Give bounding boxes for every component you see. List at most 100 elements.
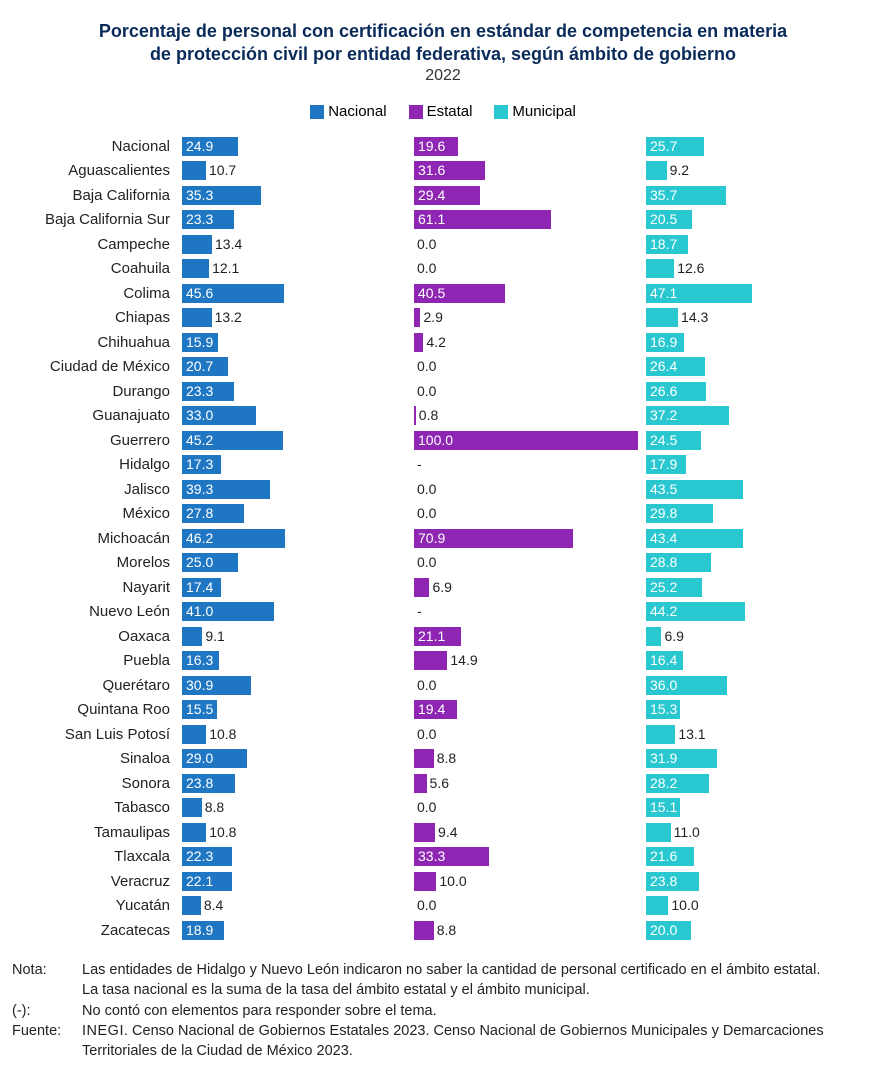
row-cols: 41.0-44.2 [178,600,874,623]
bar-nacional: 13.2 [182,308,406,327]
row-cols: 45.640.547.1 [178,282,874,305]
bar-municipal: 43.5 [646,480,870,499]
swatch-nacional [310,105,324,119]
row-cols: 10.80.013.1 [178,723,874,746]
bar-estatal: 33.3 [414,847,638,866]
bar-value: 16.3 [182,651,213,670]
bar-nacional: 16.3 [182,651,406,670]
bar-estatal: 0.0 [414,676,638,695]
bar-value: 10.7 [206,161,406,180]
swatch-estatal [409,105,423,119]
chart-row: Coahuila12.10.012.6 [12,257,874,282]
fuente-text: INEGI. Censo Nacional de Gobiernos Estat… [82,1022,874,1061]
bar-estatal: 0.8 [414,406,638,425]
bar-estatal: 0.0 [414,480,638,499]
bar-estatal: 6.9 [414,578,638,597]
bar-nacional: 10.7 [182,161,406,180]
bar-nacional: 10.8 [182,823,406,842]
bar-value: 0.8 [416,406,638,425]
bar-municipal: 15.1 [646,798,870,817]
bar-value: 0.0 [414,504,638,523]
bar-fill [182,725,206,744]
row-label: Coahuila [12,260,178,277]
bar-municipal: 15.3 [646,700,870,719]
bar-value: 17.3 [182,455,213,474]
bar-nacional: 8.8 [182,798,406,817]
bar-fill [182,308,212,327]
bar-municipal: 36.0 [646,676,870,695]
chart-row: Aguascalientes10.731.69.2 [12,159,874,184]
bar-municipal: 12.6 [646,259,870,278]
row-label: Tlaxcala [12,848,178,865]
bar-value: 30.9 [182,676,213,695]
bar-value: 35.7 [646,186,677,205]
bar-municipal: 31.9 [646,749,870,768]
row-label: Chihuahua [12,334,178,351]
bar-value: 29.4 [414,186,445,205]
bar-municipal: 43.4 [646,529,870,548]
row-label: San Luis Potosí [12,726,178,743]
chart-row: Baja California Sur23.361.120.5 [12,208,874,233]
bar-value: 40.5 [414,284,445,303]
fuente-inegi: INEGI [82,1023,124,1039]
bar-fill [646,627,661,646]
bar-nacional: 24.9 [182,137,406,156]
row-cols: 25.00.028.8 [178,551,874,574]
bar-value: 13.4 [212,235,406,254]
bar-value: 0.0 [414,896,638,915]
bar-municipal: 37.2 [646,406,870,425]
row-label: Durango [12,383,178,400]
row-cols: 10.89.411.0 [178,821,874,844]
row-label: Aguascalientes [12,162,178,179]
bar-municipal: 28.2 [646,774,870,793]
row-cols: 9.121.16.9 [178,625,874,648]
bar-municipal: 14.3 [646,308,870,327]
bar-value: 25.7 [646,137,677,156]
bar-estatal: - [414,455,638,474]
bar-value: 21.6 [646,847,677,866]
row-label: Colima [12,285,178,302]
bar-municipal: 28.8 [646,553,870,572]
bar-estatal: 19.4 [414,700,638,719]
row-label: Oaxaca [12,628,178,645]
chart-row: México27.80.029.8 [12,502,874,527]
bar-municipal: 35.7 [646,186,870,205]
bar-value: 9.2 [667,161,870,180]
chart-row: Tamaulipas10.89.411.0 [12,820,874,845]
chart-row: Zacatecas18.98.820.0 [12,918,874,943]
chart-row: Chiapas13.22.914.3 [12,306,874,331]
bar-value: 26.6 [646,382,677,401]
bar-municipal: 16.9 [646,333,870,352]
bar-municipal: 9.2 [646,161,870,180]
bar-nacional: 8.4 [182,896,406,915]
bar-value: 6.9 [661,627,870,646]
chart-row: Puebla16.314.916.4 [12,649,874,674]
bar-value: 44.2 [646,602,677,621]
bar-value: 0.0 [414,259,638,278]
bar-fill [646,896,668,915]
row-label: Baja California Sur [12,211,178,228]
row-cols: 12.10.012.6 [178,257,874,280]
chart-row: Guanajuato33.0 0.8 37.2 [12,404,874,429]
row-cols: 30.9 0.0 36.0 [178,674,874,697]
bar-nacional: 33.0 [182,406,406,425]
chart-row: Guerrero45.2100.024.5 [12,428,874,453]
swatch-municipal [494,105,508,119]
bar-municipal: 44.2 [646,602,870,621]
bar-fill [646,725,675,744]
bar-value: 23.3 [182,210,213,229]
bar-value: 20.5 [646,210,677,229]
bar-estatal: 8.8 [414,749,638,768]
bar-value: 0.0 [414,382,638,401]
bar-value: 37.2 [646,406,677,425]
bar-estatal: 70.9 [414,529,638,548]
bar-fill [182,896,201,915]
row-label: Guanajuato [12,407,178,424]
bar-nacional: 45.6 [182,284,406,303]
title-line-2: de protección civil por entidad federati… [150,44,736,64]
row-label: Nacional [12,138,178,155]
chart-row: Veracruz22.110.023.8 [12,869,874,894]
bar-value: 41.0 [182,602,213,621]
bar-municipal: 20.5 [646,210,870,229]
legend-estatal-label: Estatal [427,103,473,120]
